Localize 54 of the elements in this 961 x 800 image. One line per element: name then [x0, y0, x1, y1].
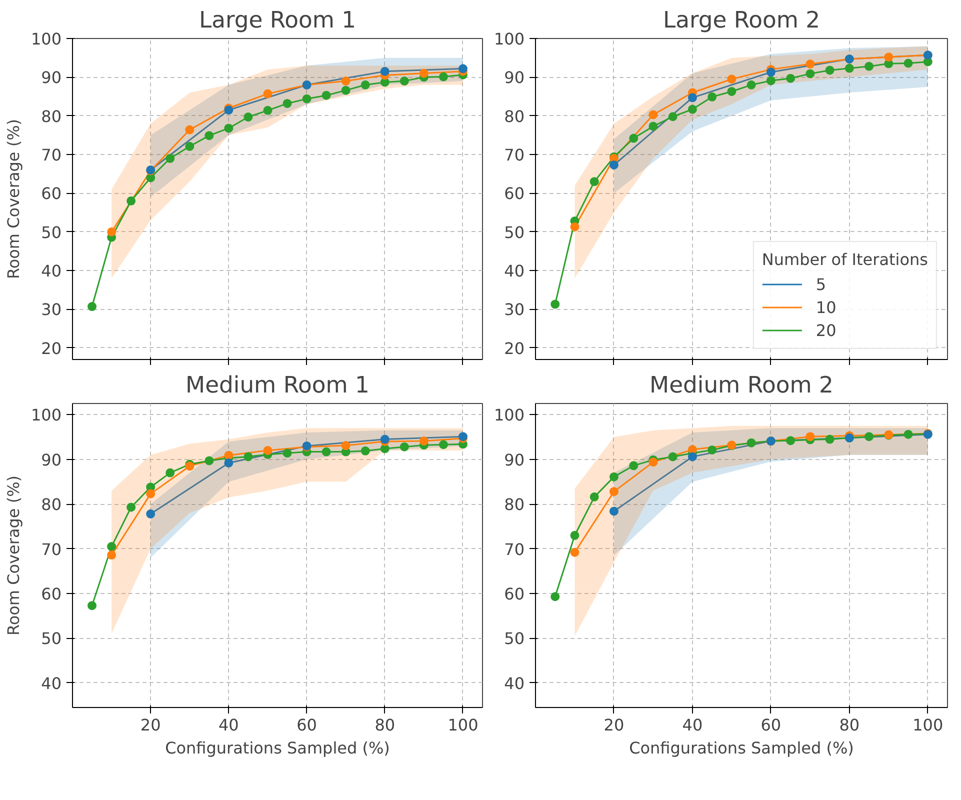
legend-label: 20: [816, 320, 836, 340]
x-tick-label: 100: [912, 716, 944, 734]
y-tick-label: 100: [494, 30, 525, 48]
x-tick-label: 20: [140, 716, 161, 734]
y-tick-label: 60: [504, 584, 524, 604]
y-tick-label: 30: [504, 300, 524, 320]
chart-title: Medium Room 2: [650, 372, 834, 398]
y-tick-label: 30: [41, 300, 62, 320]
y-tick-label: 40: [504, 674, 524, 693]
y-tick-label: 50: [504, 629, 524, 648]
legend-label: 10: [816, 298, 836, 316]
y-tick-label: 50: [41, 222, 62, 242]
legend-title: Number of Iterations: [762, 250, 928, 269]
y-tick-label: 90: [41, 68, 62, 88]
y-tick-label: 20: [41, 338, 62, 358]
y-tick-label: 70: [41, 146, 62, 165]
x-tick-label: 100: [448, 716, 478, 734]
y-tick-label: 40: [41, 262, 62, 281]
y-tick-label: 100: [30, 30, 62, 48]
x-tick-label: 20: [604, 716, 624, 734]
chart-title: Large Room 1: [198, 8, 356, 34]
x-tick-label: 40: [218, 716, 239, 734]
y-tick-label: 60: [41, 184, 62, 204]
y-axis-title: Room Coverage (%): [4, 475, 23, 636]
x-tick-label: 40: [682, 716, 703, 734]
x-axis-title: Configurations Sampled (%): [629, 738, 854, 758]
x-tick-label: 80: [839, 716, 860, 734]
y-tick-label: 40: [41, 674, 62, 693]
y-tick-label: 80: [41, 106, 62, 126]
x-axis-title: Configurations Sampled (%): [165, 738, 390, 758]
y-tick-label: 40: [504, 262, 524, 281]
y-tick-label: 80: [41, 495, 62, 514]
chart-title: Large Room 2: [662, 8, 820, 34]
y-axis-title: Room Coverage (%): [4, 118, 23, 280]
y-tick-label: 80: [504, 106, 524, 126]
y-tick-label: 70: [504, 146, 524, 165]
y-tick-label: 50: [41, 629, 62, 648]
y-tick-label: 90: [504, 450, 524, 470]
y-tick-label: 100: [30, 406, 62, 425]
x-tick-label: 80: [374, 716, 396, 734]
y-tick-label: 20: [504, 338, 524, 358]
chart-title: Medium Room 1: [186, 372, 370, 398]
y-tick-label: 60: [41, 584, 62, 604]
y-tick-label: 90: [504, 68, 524, 88]
y-tick-label: 90: [41, 450, 62, 470]
x-tick-label: 60: [296, 716, 317, 734]
x-tick-label: 60: [760, 716, 782, 734]
y-tick-label: 50: [504, 222, 524, 242]
y-tick-label: 70: [504, 540, 524, 559]
legend-label: 5: [816, 274, 828, 294]
y-tick-label: 100: [494, 406, 525, 425]
y-tick-label: 60: [504, 184, 524, 204]
y-tick-label: 70: [41, 540, 62, 559]
y-tick-label: 80: [504, 495, 524, 514]
